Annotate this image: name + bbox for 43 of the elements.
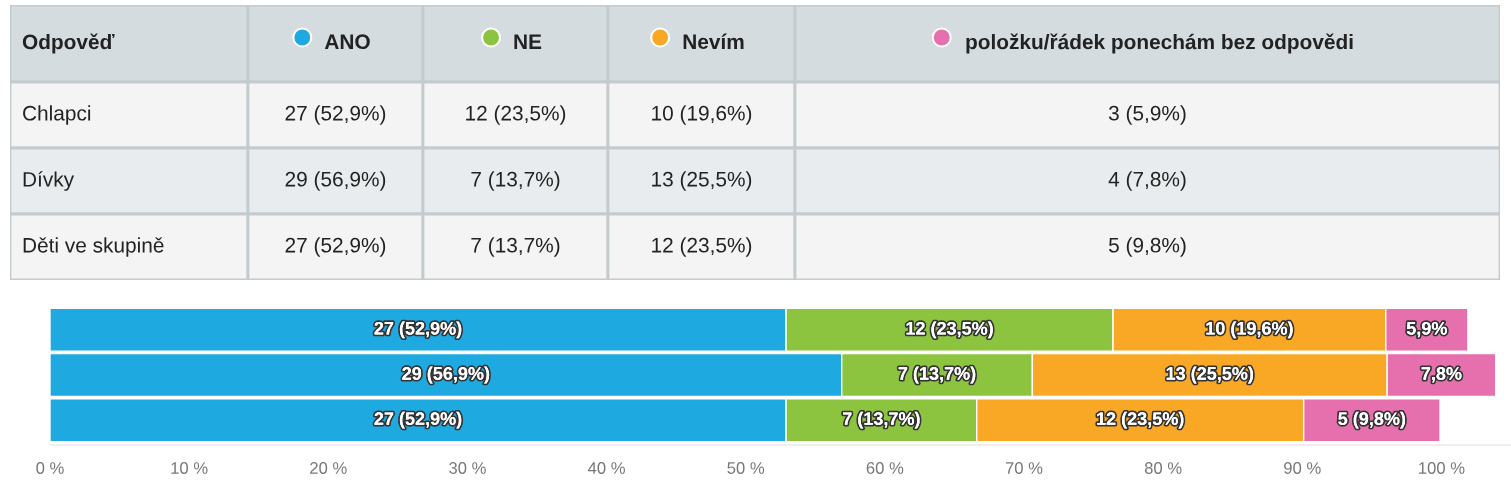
x-tick-label: 10 % [171, 462, 208, 474]
text: 27 (52,9%) [285, 237, 386, 257]
text: Chlapci [23, 105, 91, 125]
text: Dívky [23, 171, 75, 191]
legend-label: Nevím [683, 33, 744, 50]
data-label: 7 (13,7%) [898, 366, 976, 384]
x-tick-label: 70 % [1005, 462, 1043, 474]
legend-label: ANO [324, 34, 370, 50]
legend-label: položku/řádek ponechám bez odpovědi [966, 33, 1353, 54]
text: 12 (23,5%) [652, 237, 752, 257]
data-label: 7,8% [1421, 367, 1462, 383]
x-tick-label: 0 % [36, 462, 64, 474]
text: 12 (23,5%) [466, 105, 566, 125]
text: 7 (13,7%) [471, 237, 560, 257]
data-label: 10 (19,6%) [1206, 321, 1293, 339]
text: 3 (5,9%) [1108, 105, 1186, 125]
x-tick-label: 40 % [587, 462, 625, 474]
text: 29 (56,9%) [285, 171, 386, 191]
text: 10 (19,6%) [652, 105, 752, 125]
text: Děti ve skupině [23, 237, 164, 257]
data-label: 27 (52,9%) [374, 411, 462, 429]
x-tick-label: 50 % [727, 462, 765, 474]
text: 7 (13,7%) [471, 171, 560, 191]
x-tick-label: 20 % [310, 462, 347, 474]
data-label: 5,9% [1406, 321, 1447, 338]
x-tick-label: 90 % [1284, 462, 1321, 474]
legend-label: NE [514, 34, 542, 49]
x-tick-label: 30 % [449, 462, 486, 474]
text: 13 (25,5%) [652, 171, 752, 191]
data-label: 5 (9,8%) [1338, 411, 1406, 429]
text: 27 (52,9%) [285, 105, 386, 125]
x-tick-label: 80 % [1144, 462, 1182, 474]
x-tick-label: 100 % [1419, 462, 1465, 474]
data-label: 27 (52,9%) [374, 321, 462, 339]
data-label: 29 (56,9%) [402, 366, 490, 384]
text: 5 (9,8%) [1108, 237, 1186, 257]
text: Odpověď [22, 33, 115, 54]
data-label: 12 (23,5%) [906, 321, 993, 339]
data-label: 7 (13,7%) [843, 411, 920, 429]
text: 4 (7,8%) [1108, 171, 1186, 191]
x-tick-label: 60 % [866, 462, 904, 474]
data-label: 13 (25,5%) [1166, 366, 1254, 384]
data-label: 12 (23,5%) [1097, 411, 1184, 429]
